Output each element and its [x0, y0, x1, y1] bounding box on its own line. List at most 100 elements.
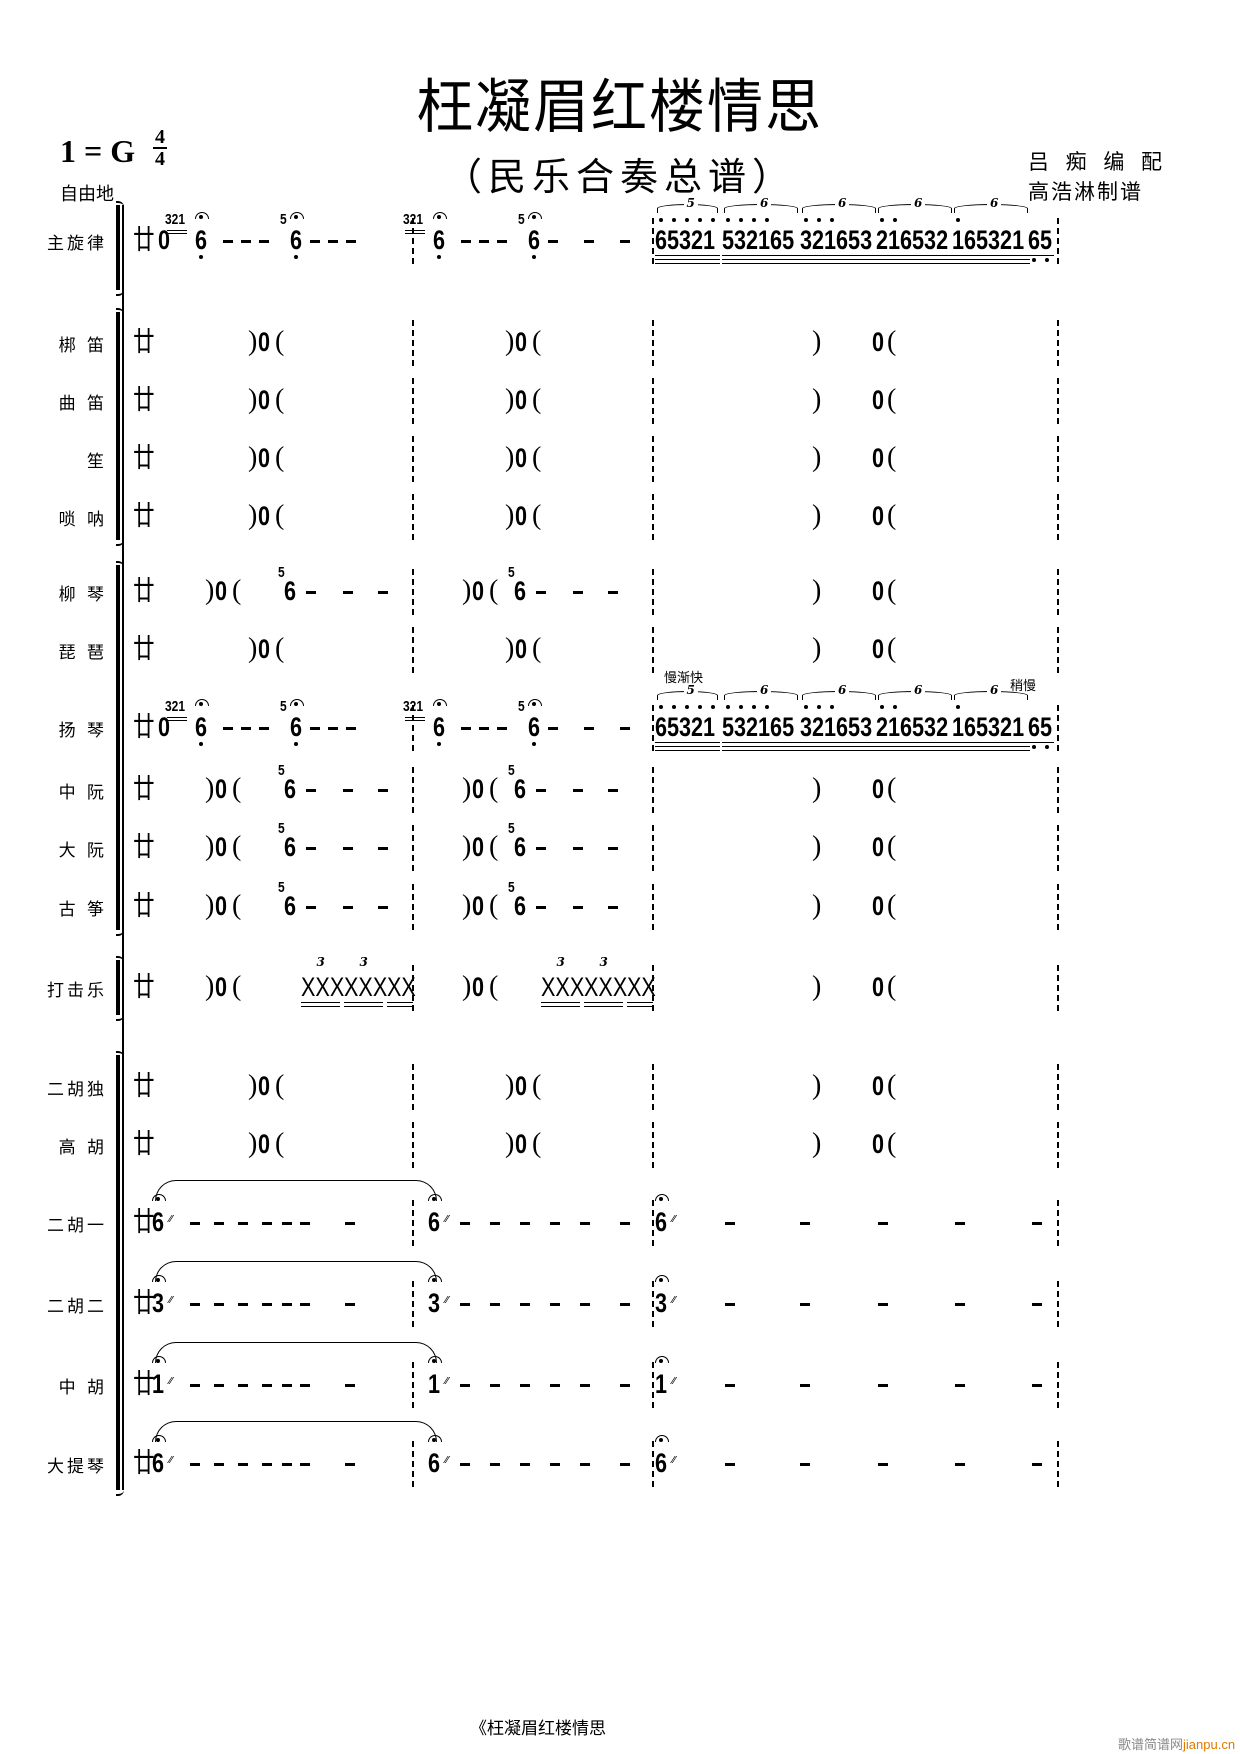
slur-open: (	[275, 326, 285, 357]
beam-underline	[655, 255, 720, 256]
slur-close: )	[505, 500, 515, 531]
tremolo-mark: ⁄⁄	[445, 1214, 449, 1225]
dash-sustain	[725, 1463, 735, 1466]
staff-group-bracket	[116, 565, 120, 930]
tuplet-number: 6	[835, 196, 850, 210]
slur-close: )	[812, 1128, 822, 1159]
fermata-icon	[528, 699, 542, 706]
slur-open: (	[489, 971, 499, 1002]
slur-open: (	[887, 326, 897, 357]
beam-underline	[1028, 255, 1054, 256]
tremolo-note: 6	[152, 1207, 165, 1237]
slur-open: (	[887, 384, 897, 415]
fermata-icon	[152, 1194, 166, 1201]
dash-sustain	[460, 1222, 470, 1225]
slur-open: (	[489, 831, 499, 862]
grace-note: 5	[280, 211, 287, 228]
bracket-hook	[116, 290, 124, 296]
barline-dashed	[652, 1441, 654, 1487]
barline-dashed	[412, 627, 414, 673]
octave-dot	[659, 1278, 663, 1282]
free-meter-sign: 廿	[133, 832, 155, 862]
free-meter-sign: 廿	[133, 891, 155, 921]
percussion-hits: XXX	[541, 972, 585, 1002]
tremolo-mark: ⁄⁄	[445, 1376, 449, 1387]
octave-dot	[532, 702, 536, 706]
tuplet-number: 3	[359, 955, 368, 969]
tremolo-mark: ⁄⁄	[445, 1295, 449, 1306]
beam-underline	[952, 746, 1030, 747]
dash-sustain	[306, 906, 316, 909]
barline-dashed	[412, 1281, 414, 1327]
slur-open: (	[887, 831, 897, 862]
sustained-note: 6	[284, 891, 297, 921]
barline-dashed	[1057, 1281, 1059, 1327]
tremolo-note: 3	[655, 1288, 668, 1318]
beam-underline	[800, 746, 878, 747]
slur-open: (	[532, 1128, 542, 1159]
rest-note: 0	[258, 327, 271, 357]
slur-open: (	[489, 575, 499, 606]
dash-sustain	[548, 727, 558, 730]
watermark-url: jianpu.cn	[1183, 1737, 1236, 1752]
grace-notes: 321	[403, 698, 424, 715]
fermata-icon	[428, 1194, 442, 1201]
dash-sustain	[878, 1384, 888, 1387]
rest-note: 0	[215, 972, 228, 1002]
beam-underline	[722, 750, 800, 751]
dash-sustain	[345, 1222, 355, 1225]
dash-sustain	[190, 1303, 200, 1306]
grace-notes: 321	[165, 698, 186, 715]
octave-dot	[199, 742, 203, 746]
instrument-label: 二胡一	[47, 1216, 107, 1236]
dash-sustain	[346, 727, 356, 730]
sustained-note: 6	[514, 774, 527, 804]
tremolo-mark: ⁄⁄	[672, 1376, 676, 1387]
rest-note: 0	[872, 832, 885, 862]
octave-dot	[726, 218, 730, 222]
beam-underline	[722, 259, 800, 260]
instrument-label: 柳 琴	[58, 585, 107, 605]
free-meter-sign: 廿	[133, 1129, 155, 1159]
slur-close: )	[812, 326, 822, 357]
dash-sustain	[306, 591, 316, 594]
dash-sustain	[955, 1384, 965, 1387]
instrument-label: 琵 琶	[58, 643, 107, 663]
free-meter-sign: 廿	[133, 327, 155, 357]
dash-sustain	[378, 789, 388, 792]
instrument-label: 笙	[87, 452, 107, 472]
slur-close: )	[812, 1070, 822, 1101]
tuplet-number: 3	[556, 955, 565, 969]
barline-dashed	[652, 1200, 654, 1246]
barline-dashed	[652, 378, 654, 424]
slur-open: (	[232, 831, 242, 862]
sustained-note: 6	[514, 891, 527, 921]
beam-underline	[800, 742, 878, 743]
beam-underline	[952, 259, 1030, 260]
dash-sustain	[345, 1303, 355, 1306]
slur-open: (	[275, 384, 285, 415]
free-meter-sign: 廿	[133, 1369, 155, 1399]
note-run: 65	[1028, 225, 1053, 255]
dash-sustain	[241, 240, 251, 243]
free-meter-sign: 廿	[133, 576, 155, 606]
dash-sustain	[620, 727, 630, 730]
dash-sustain	[238, 1222, 248, 1225]
slur-close: )	[205, 773, 215, 804]
slur-open: (	[887, 971, 897, 1002]
rest-note: 0	[472, 832, 485, 862]
tuplet-number: 6	[911, 683, 926, 697]
dash-sustain	[800, 1222, 810, 1225]
dash-sustain	[536, 847, 546, 850]
dash-sustain	[460, 1463, 470, 1466]
instrument-label: 扬 琴	[58, 721, 107, 741]
barline-dashed	[652, 627, 654, 673]
dash-sustain	[328, 240, 338, 243]
system-line	[122, 205, 124, 1490]
octave-dot	[893, 705, 897, 709]
slur-open: (	[489, 773, 499, 804]
instrument-label: 打击乐	[47, 981, 107, 1001]
bracket-hook	[116, 561, 124, 567]
bracket-hook	[116, 1490, 124, 1496]
tuplet-number: 6	[911, 196, 926, 210]
